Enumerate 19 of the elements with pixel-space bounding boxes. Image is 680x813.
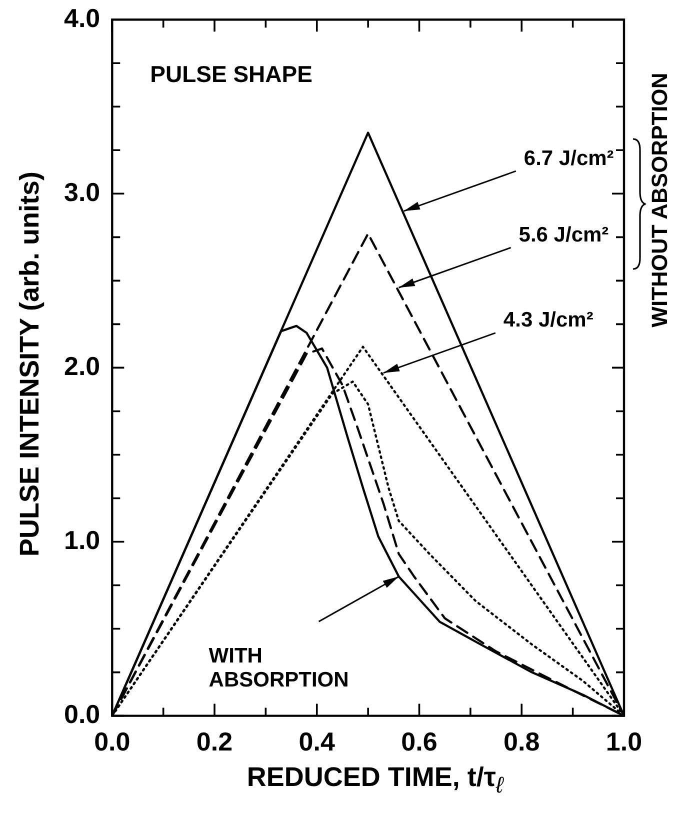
y-tick-label: 2.0 [64,350,100,381]
y-tick-label: 3.0 [64,176,100,207]
y-tick-label: 4.0 [64,2,100,33]
x-tick-label: 0.6 [401,726,438,757]
annotation: 5.6 J/cm² [518,223,609,246]
x-tick-label: 0.4 [298,726,336,757]
y-axis-title: PULSE INTENSITY (arb. units) [14,171,46,557]
text: WITHOUT ABSORPTION [647,72,673,328]
text: PULSE SHAPE [150,60,312,87]
x-axis-title: REDUCED TIME, t/τ$_{ℓ}$ [246,762,505,798]
x-tick-label: 0.8 [504,726,540,757]
annotation: 4.3 J/cm² [503,308,594,332]
x-tick-label: 1.0 [606,726,642,757]
x-tick-label: 0.2 [196,726,233,757]
y-tick-label: 1.0 [64,524,100,555]
annotation: 6.7 J/cm² [524,146,614,170]
annotation: WITH ABSORPTION [208,644,349,692]
y-tick-label: 0.0 [64,698,100,729]
x-tick-label: 0.0 [94,726,130,757]
